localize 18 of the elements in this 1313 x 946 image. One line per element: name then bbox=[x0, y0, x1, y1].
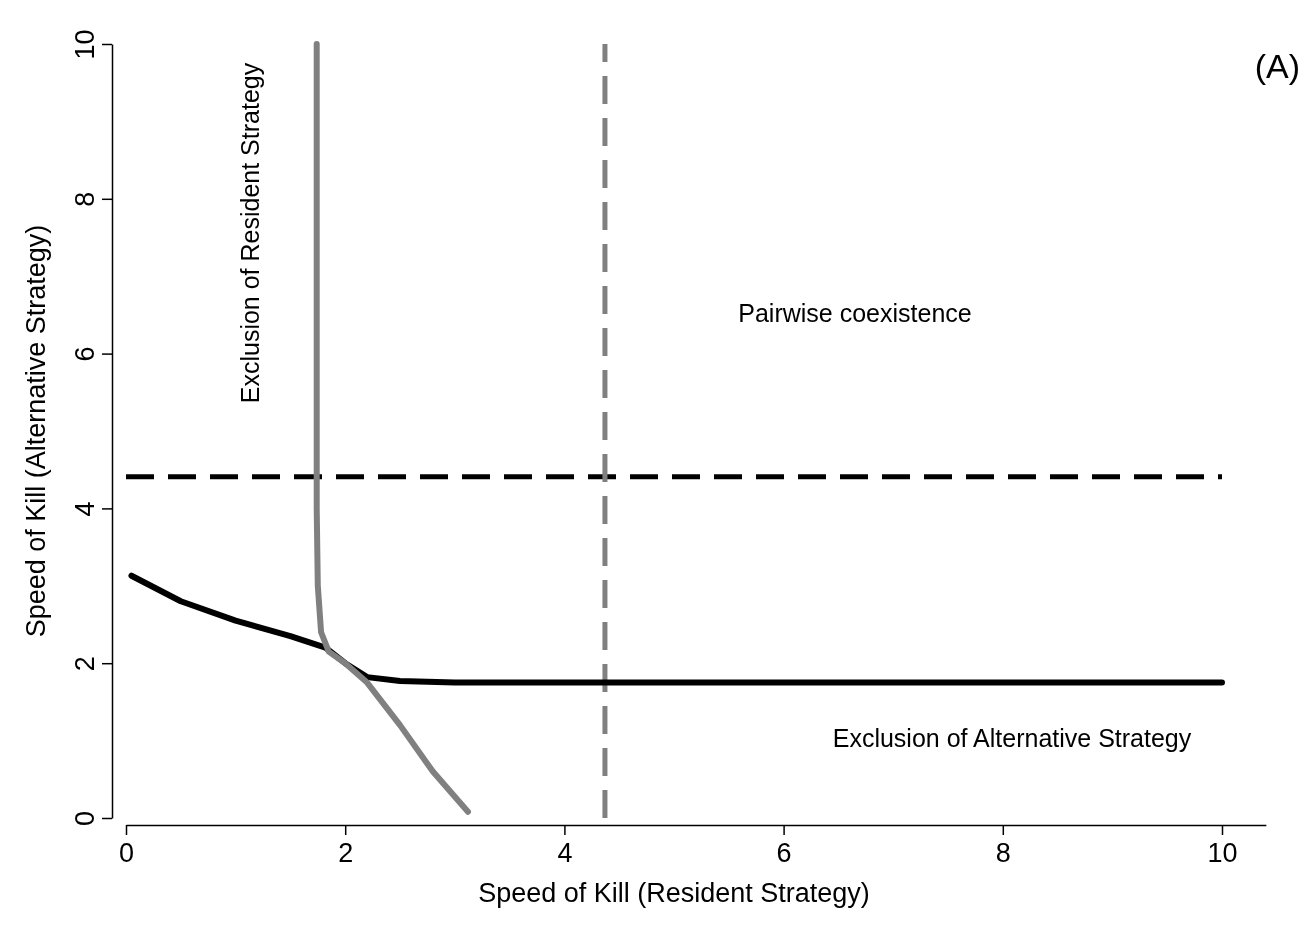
x-tick-label: 4 bbox=[557, 838, 573, 869]
x-tick-label: 8 bbox=[995, 838, 1011, 869]
y-axis-title: Speed of Kill (Alternative Strategy) bbox=[21, 224, 51, 638]
x-tick-label: 10 bbox=[1207, 838, 1238, 869]
x-axis-title: Speed of Kill (Resident Strategy) bbox=[478, 878, 870, 908]
annotation: Exclusion of Alternative Strategy bbox=[832, 724, 1192, 752]
y-tick-label: 0 bbox=[70, 810, 100, 827]
x-tick-label: 2 bbox=[338, 838, 354, 869]
y-tick-label: 6 bbox=[70, 346, 100, 362]
y-tick-label: 2 bbox=[70, 656, 100, 672]
annotation: Pairwise coexistence bbox=[738, 299, 972, 327]
x-tick-label: 6 bbox=[776, 838, 792, 869]
x-tick-label: 0 bbox=[118, 838, 135, 869]
y-tick-label: 10 bbox=[70, 29, 100, 60]
y-tick-label: 8 bbox=[70, 191, 100, 207]
annotation: Exclusion of Resident Strategy bbox=[235, 62, 264, 404]
y-tick-label: 4 bbox=[70, 501, 100, 517]
annotation: (A) bbox=[1254, 47, 1300, 85]
